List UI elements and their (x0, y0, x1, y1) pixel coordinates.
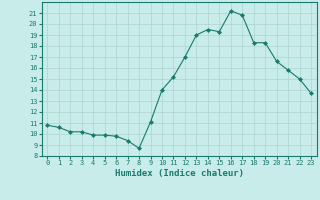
X-axis label: Humidex (Indice chaleur): Humidex (Indice chaleur) (115, 169, 244, 178)
